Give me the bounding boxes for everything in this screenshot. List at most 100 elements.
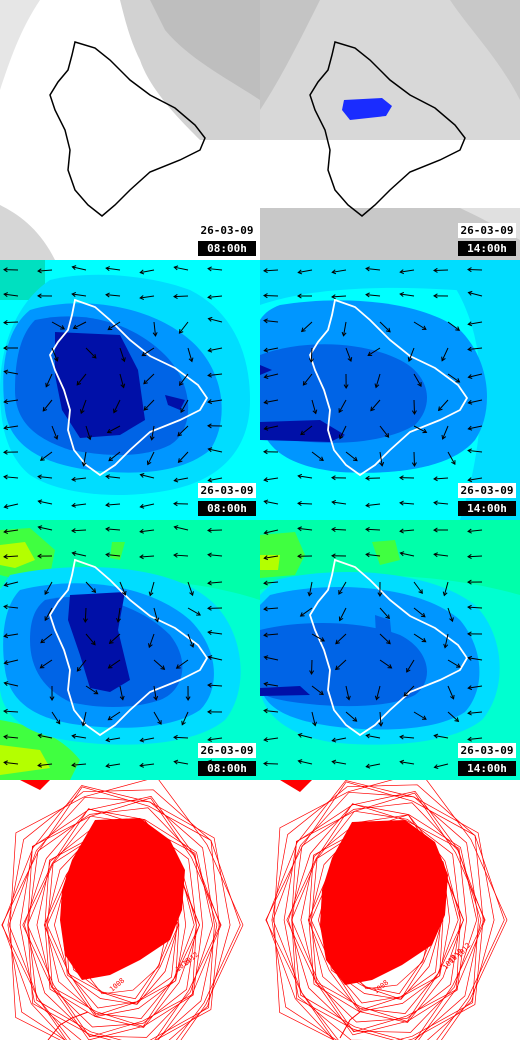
wind-arrow-head	[189, 591, 194, 597]
wind-arrow	[379, 659, 392, 669]
wind-arrow	[332, 269, 347, 273]
wind-arrow	[149, 581, 155, 596]
wind-arrow-head	[297, 553, 302, 559]
wind-arrow-head	[71, 528, 76, 534]
wind-arrow-head	[3, 734, 8, 740]
wind-arrow-head	[139, 269, 145, 275]
time-label: 14:00h	[458, 241, 516, 256]
wind-arrow-head	[3, 503, 9, 509]
wind-arrow	[366, 734, 381, 739]
wind-arrow	[263, 269, 279, 272]
wind-arrow	[181, 711, 189, 725]
wind-arrow-head	[3, 267, 8, 273]
wind-arrow	[264, 477, 279, 481]
wind-arrow	[107, 425, 121, 433]
wind-arrow	[447, 607, 453, 622]
coastline	[49, 298, 209, 477]
wind-arrow	[413, 633, 426, 643]
wind-arrow	[208, 295, 223, 298]
wind-arrow-head	[339, 434, 344, 440]
wind-arrow-head	[352, 456, 358, 462]
wind-arrow-head	[107, 664, 113, 669]
wind-arrow	[4, 605, 19, 609]
wind-arrow	[179, 373, 189, 386]
wind-arrow	[345, 451, 358, 462]
wind-arrow	[73, 321, 87, 329]
wind-arrow-head	[148, 643, 153, 649]
wind-arrow-head	[3, 554, 8, 560]
wind-arrow-head	[39, 663, 45, 669]
wind-arrow	[468, 685, 483, 689]
wind-arrow-head	[338, 616, 344, 622]
wind-arrow	[3, 321, 19, 324]
wind-arrow-head	[365, 552, 370, 558]
wind-arrow	[3, 555, 19, 558]
wind-arrow-head	[467, 528, 472, 534]
wind-arrow	[438, 399, 449, 411]
wind-arrow-head	[379, 461, 385, 467]
wind-arrow-head	[441, 434, 447, 440]
wind-arrow	[298, 527, 313, 531]
date-label: 26-03-09	[198, 223, 256, 238]
wind-arrow	[413, 425, 427, 433]
wind-arrow-head	[331, 759, 337, 765]
wind-arrow-head	[365, 526, 370, 532]
wind-arrow-head	[177, 458, 183, 463]
wind-arrow-head	[467, 346, 472, 352]
wind-arrow	[335, 633, 347, 645]
wind-arrow-head	[139, 554, 144, 560]
wind-arrow	[174, 761, 189, 765]
wind-arrow-head	[467, 554, 472, 560]
wind-arrow	[153, 321, 156, 336]
wind-arrow-head	[411, 410, 417, 415]
isobar-contour	[1, 786, 220, 1040]
wind-arrow-head	[39, 456, 45, 461]
timestamp: 26-03-09 08:00h	[198, 223, 256, 256]
wind-arrow	[143, 373, 155, 385]
wind-arrow-head	[467, 425, 473, 431]
wind-arrow-head	[335, 665, 340, 671]
wind-arrow	[141, 347, 155, 356]
wind-arrow-head	[121, 590, 127, 596]
wind-arrow	[106, 503, 121, 506]
wind-arrow	[187, 347, 193, 362]
wind-arrow-head	[467, 685, 473, 691]
wind-arrow-head	[79, 409, 85, 415]
wind-arrow	[264, 737, 279, 741]
wind-arrow-head	[297, 473, 303, 479]
wind-arrow-head	[71, 762, 76, 768]
wind-arrow-head	[207, 682, 212, 688]
wind-arrow-head	[297, 500, 302, 506]
wind-map-0800: 26-03-09 08:00h	[0, 260, 260, 520]
time-label: 08:00h	[198, 241, 256, 256]
wind-arrow-head	[3, 708, 8, 714]
wind-arrow-head	[467, 374, 473, 379]
wind-arrow	[85, 347, 97, 359]
wind-arrow	[308, 581, 313, 596]
wind-arrow-head	[207, 399, 213, 405]
wind-arrow	[72, 266, 87, 271]
wind-arrow-head	[467, 290, 473, 296]
wind-arrow	[140, 474, 155, 479]
wind-arrow-head	[421, 325, 427, 330]
wind-arrow-head	[263, 708, 268, 714]
wind-arrow-head	[45, 382, 50, 388]
wind-arrow-head	[3, 320, 8, 325]
wind-arrow	[151, 425, 155, 440]
wind-arrow	[76, 373, 87, 386]
date-label: 26-03-09	[198, 483, 256, 498]
isobar-contour	[272, 791, 479, 1040]
wind-arrow	[403, 685, 415, 697]
wind-arrow	[365, 528, 381, 531]
wind-arrow-head	[365, 475, 370, 481]
wind-arrow-head	[386, 327, 391, 333]
wind-arrow	[4, 529, 19, 533]
wind-arrow	[173, 554, 189, 557]
wind-arrow-head	[105, 552, 110, 558]
cloud-map-0800: 26-03-09 08:00h	[0, 0, 260, 260]
wind-arrow-head	[71, 502, 76, 508]
wind-arrow-head	[421, 715, 427, 720]
wind-arrow	[263, 294, 279, 297]
wind-arrow	[208, 373, 223, 377]
wind-arrow-head	[399, 759, 405, 765]
